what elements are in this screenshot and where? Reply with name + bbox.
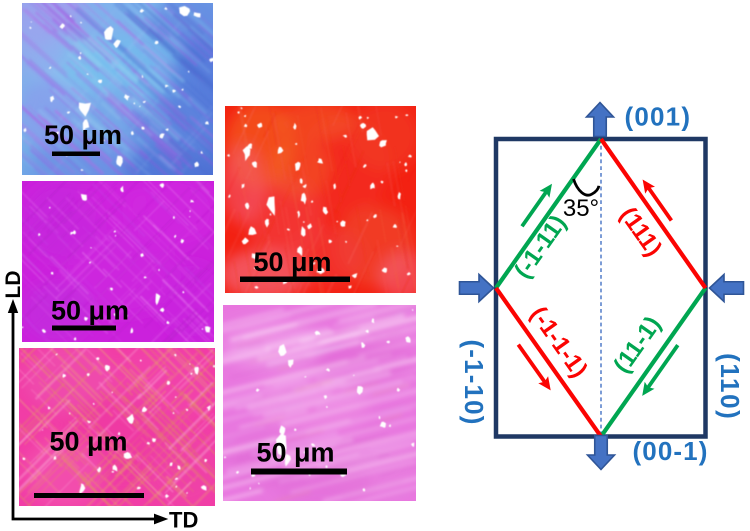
svg-text:(-1-10): (-1-10) — [459, 339, 489, 425]
svg-text:(11-1): (11-1) — [608, 311, 666, 378]
svg-text:35°: 35° — [563, 195, 599, 222]
svg-text:(111): (111) — [614, 202, 667, 261]
svg-text:50 μm: 50 μm — [50, 427, 128, 457]
svg-text:(001): (001) — [625, 102, 692, 132]
svg-text:50 μm: 50 μm — [44, 120, 122, 150]
svg-text:50 μm: 50 μm — [257, 438, 335, 468]
svg-text:50 μm: 50 μm — [51, 296, 129, 326]
svg-text:50 μm: 50 μm — [254, 247, 332, 277]
svg-text:(110): (110) — [715, 353, 745, 420]
svg-text:LD: LD — [2, 271, 25, 299]
svg-text:(00-1): (00-1) — [633, 436, 709, 466]
svg-text:TD: TD — [169, 508, 198, 531]
